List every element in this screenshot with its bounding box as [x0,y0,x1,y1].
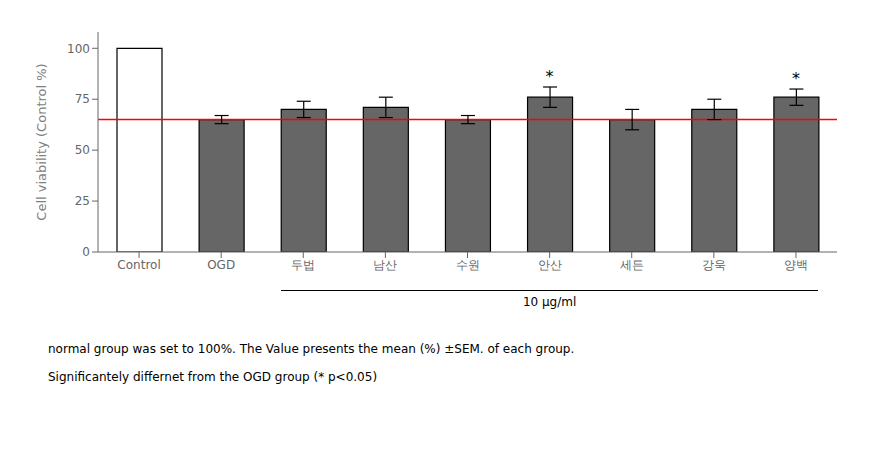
html-text:10 μg/ml: 10 μg/ml [522,295,577,309]
svg-text:Cell viability (Control %): Cell viability (Control %) [34,63,49,220]
svg-text:OGD: OGD [207,258,235,272]
svg-text:수원: 수원 [456,258,480,272]
svg-text:세든: 세든 [620,258,644,272]
svg-text:*: * [546,67,554,86]
svg-text:양백: 양백 [784,258,808,272]
svg-text:50: 50 [75,143,90,157]
svg-text:안산: 안산 [538,258,562,272]
html-text:Significantely differnet from: Significantely differnet from the OGD gr… [48,370,378,384]
svg-text:남산: 남산 [373,258,397,272]
svg-text:25: 25 [75,194,90,208]
svg-text:100: 100 [67,42,90,56]
svg-text:75: 75 [75,92,90,106]
svg-text:Control: Control [117,258,160,272]
svg-text:두법: 두법 [291,258,315,272]
svg-text:*: * [792,69,800,88]
svg-text:0: 0 [82,245,90,259]
svg-text:강욱: 강욱 [702,258,726,272]
html-text:normal group was set to 100%.: normal group was set to 100%. The Value … [48,342,575,356]
